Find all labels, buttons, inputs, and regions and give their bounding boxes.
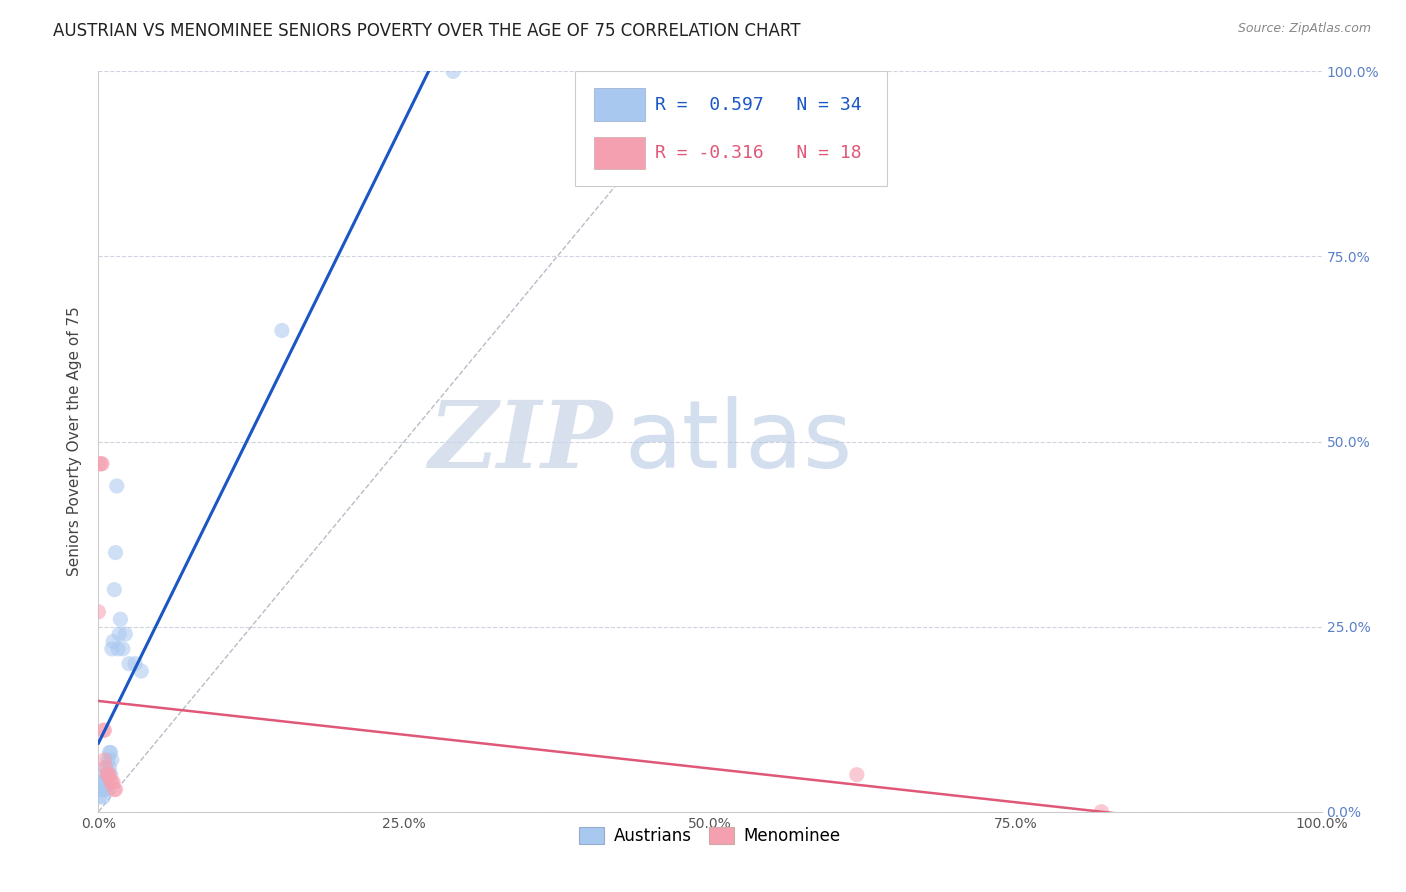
Point xyxy=(1090,805,1112,819)
Point xyxy=(89,789,111,804)
Point xyxy=(96,767,118,781)
Point xyxy=(91,723,114,738)
Point xyxy=(101,753,124,767)
Point xyxy=(94,760,117,774)
Point xyxy=(104,546,127,560)
Point xyxy=(114,627,136,641)
Point xyxy=(111,641,134,656)
Point xyxy=(90,457,112,471)
Point xyxy=(124,657,146,671)
Point xyxy=(105,479,128,493)
FancyBboxPatch shape xyxy=(593,88,645,121)
Point xyxy=(91,457,114,471)
Point xyxy=(100,767,122,781)
Point xyxy=(103,582,125,597)
Text: AUSTRIAN VS MENOMINEE SENIORS POVERTY OVER THE AGE OF 75 CORRELATION CHART: AUSTRIAN VS MENOMINEE SENIORS POVERTY OV… xyxy=(53,22,801,40)
Point xyxy=(91,782,114,797)
Text: Source: ZipAtlas.com: Source: ZipAtlas.com xyxy=(1237,22,1371,36)
Point xyxy=(94,760,117,774)
Point xyxy=(441,64,464,78)
Point xyxy=(107,641,129,656)
Legend: Austrians, Menominee: Austrians, Menominee xyxy=(572,820,848,852)
Point xyxy=(118,657,141,671)
Point xyxy=(91,775,114,789)
Point xyxy=(129,664,152,678)
Point xyxy=(101,641,124,656)
Point xyxy=(97,767,120,781)
Point xyxy=(89,457,111,471)
Point xyxy=(845,767,868,781)
Point xyxy=(98,767,121,781)
Text: ZIP: ZIP xyxy=(427,397,612,486)
FancyBboxPatch shape xyxy=(575,71,887,186)
Text: atlas: atlas xyxy=(624,395,852,488)
Point xyxy=(91,789,114,804)
Point xyxy=(98,760,121,774)
Point xyxy=(104,782,127,797)
Point xyxy=(110,612,132,626)
Point xyxy=(94,775,117,789)
Point xyxy=(100,746,122,760)
Point xyxy=(96,782,118,797)
Point xyxy=(100,775,122,789)
Y-axis label: Seniors Poverty Over the Age of 75: Seniors Poverty Over the Age of 75 xyxy=(67,307,83,576)
Point xyxy=(108,627,131,641)
Text: R =  0.597   N = 34: R = 0.597 N = 34 xyxy=(655,95,862,113)
Point xyxy=(101,634,124,648)
Point xyxy=(97,767,120,781)
Point xyxy=(103,782,125,797)
Point xyxy=(97,753,120,767)
Point xyxy=(93,767,115,781)
Point xyxy=(98,746,121,760)
Point xyxy=(90,782,112,797)
Point xyxy=(93,753,115,767)
Point xyxy=(96,767,118,781)
Point xyxy=(87,605,110,619)
Point xyxy=(93,782,115,797)
Point xyxy=(91,775,114,789)
Point xyxy=(101,775,124,789)
Text: R = -0.316   N = 18: R = -0.316 N = 18 xyxy=(655,144,862,161)
Point xyxy=(270,324,294,338)
FancyBboxPatch shape xyxy=(593,136,645,169)
Point xyxy=(101,775,124,789)
Point xyxy=(93,723,115,738)
